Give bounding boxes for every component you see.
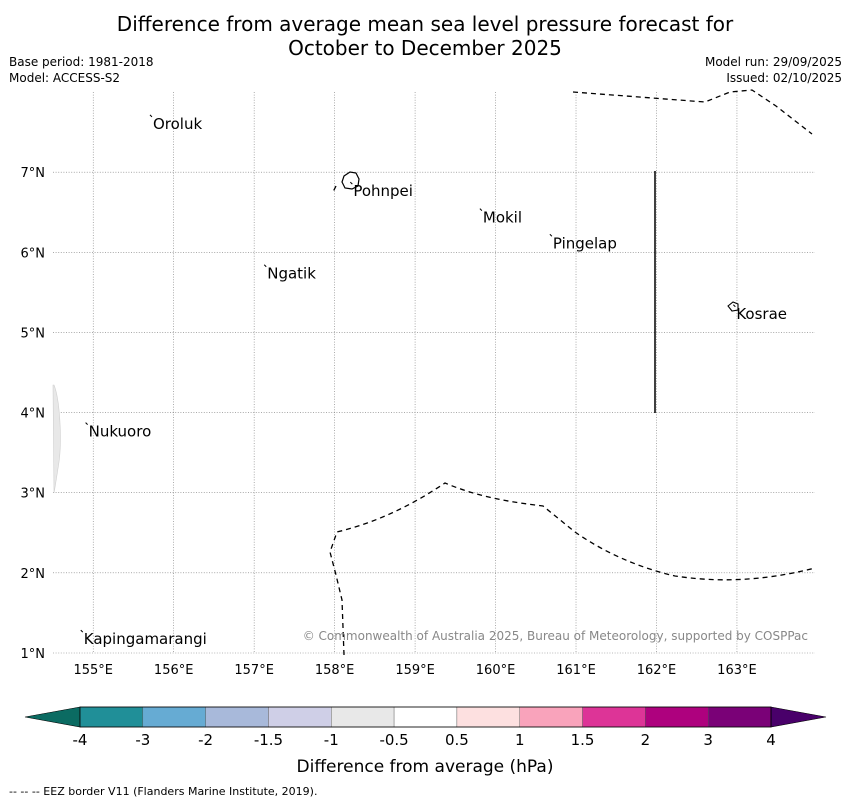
place-label-oroluk: Oroluk [153, 115, 202, 133]
colorbar-segment [142, 706, 206, 728]
copyright-text: © Commonwealth of Australia 2025, Bureau… [303, 629, 808, 643]
place-marker [80, 629, 84, 633]
place-marker [263, 264, 267, 268]
title-line-1: Difference from average mean sea level p… [116, 12, 734, 36]
lon-tick-label: 161°E [556, 663, 596, 678]
colorbar-tick-label: 0.5 [445, 731, 469, 749]
place-marker [479, 208, 483, 211]
place-label-pingelap: Pingelap [553, 234, 617, 252]
colorbar-tick-label: -2 [198, 731, 213, 749]
title-line-2: October to December 2025 [288, 36, 562, 60]
place-marker [549, 233, 553, 237]
lon-tick-label: 159°E [395, 663, 435, 678]
colorbar-tick-label: 2 [641, 731, 651, 749]
place-marker [149, 114, 153, 118]
map-area: Oroluk Pohnpei Mokil Pingelap Ngatik Kosrae Nu… [21, 89, 816, 678]
model-text: Model: ACCESS-S2 [9, 71, 121, 85]
colorbar-segment [707, 706, 772, 728]
colorbar-title: Difference from average (hPa) [297, 757, 554, 777]
place-marker [349, 181, 353, 185]
place-label-mokil: Mokil [483, 209, 522, 227]
lon-tick-label: 160°E [476, 663, 516, 678]
map-title: Difference from average mean sea level p… [0, 12, 850, 60]
colorbar: -4 -3 -2 -1.5 -1 -0.5 0.5 1 1.5 2 3 4 [24, 706, 827, 749]
colorbar-frame [79, 706, 772, 728]
footer-note: -- -- -- EEZ border V11 (Flanders Marine… [9, 785, 318, 798]
axis-labels: 1°N 2°N 3°N 4°N 5°N 6°N 7°N 155°E 156°E 157°E 158°… [21, 166, 757, 678]
colorbar-tick-label: -1 [324, 731, 339, 749]
place-label-pohnpei: Pohnpei [353, 182, 413, 200]
lon-tick-label: 155°E [73, 663, 113, 678]
meta-right: Model run: 29/09/2025 Issued: 02/10/2025 [705, 54, 842, 86]
colorbar-segment [519, 706, 583, 728]
colorbar-tick-label: -3 [135, 731, 150, 749]
colorbar-tick-label: 3 [703, 731, 713, 749]
eez-border-pohnpei-stub [332, 185, 337, 193]
lon-tick-label: 163°E [717, 663, 757, 678]
model-run-text: Model run: 29/09/2025 [704, 55, 842, 69]
colorbar-segment [205, 706, 269, 728]
colorbar-segment [456, 706, 520, 728]
lon-tick-label: 162°E [637, 663, 677, 678]
pohnpei-island-outline [341, 171, 360, 190]
lat-tick-label: 7°N [21, 166, 46, 181]
colorbar-tick-label: 1.5 [571, 731, 595, 749]
eez-border-north [572, 89, 813, 135]
lon-tick-label: 156°E [154, 663, 194, 678]
lon-tick-label: 158°E [315, 663, 355, 678]
colorbar-tick-label: -4 [73, 731, 88, 749]
colorbar-extend-low [24, 706, 81, 728]
place-label-nukuoro: Nukuoro [89, 423, 152, 441]
lat-tick-label: 1°N [21, 647, 46, 662]
colorbar-extend-high [770, 706, 827, 728]
place-marker [85, 422, 88, 425]
colorbar-segment [79, 706, 144, 728]
eez-borders [329, 89, 816, 656]
eez-border-south [329, 482, 816, 656]
gridlines [53, 92, 815, 654]
lat-tick-label: 3°N [21, 487, 46, 502]
colorbar-segment [393, 706, 458, 728]
place-label-ngatik: Ngatik [267, 265, 316, 283]
lat-tick-label: 2°N [21, 567, 46, 582]
issued-text: Issued: 02/10/2025 [726, 71, 842, 85]
place-label-kosrae: Kosrae [736, 305, 787, 323]
place-marker [732, 304, 736, 308]
meta-left: Base period: 1981-2018 Model: ACCESS-S2 [9, 54, 154, 86]
base-period-text: Base period: 1981-2018 [9, 55, 154, 69]
colorbar-tick-label: -0.5 [379, 731, 408, 749]
colorbar-segment [645, 706, 709, 728]
colorbar-segment [268, 706, 332, 728]
place-label-kapingamarangi: Kapingamarangi [84, 630, 207, 648]
kosrae-island-outline [727, 301, 739, 312]
place-labels: Oroluk Pohnpei Mokil Pingelap Ngatik Kosrae Nu… [80, 114, 787, 648]
colorbar-tick-label: -1.5 [254, 731, 283, 749]
colorbar-segment [331, 706, 395, 728]
lon-tick-label: 157°E [234, 663, 274, 678]
lat-tick-label: 5°N [21, 326, 46, 341]
colorbar-segment [582, 706, 646, 728]
colorbar-tick-label: 4 [766, 731, 776, 749]
landmass-edge [52, 384, 61, 494]
lat-tick-label: 4°N [21, 407, 46, 422]
lat-tick-label: 6°N [21, 246, 46, 261]
colorbar-tick-label: 1 [515, 731, 525, 749]
